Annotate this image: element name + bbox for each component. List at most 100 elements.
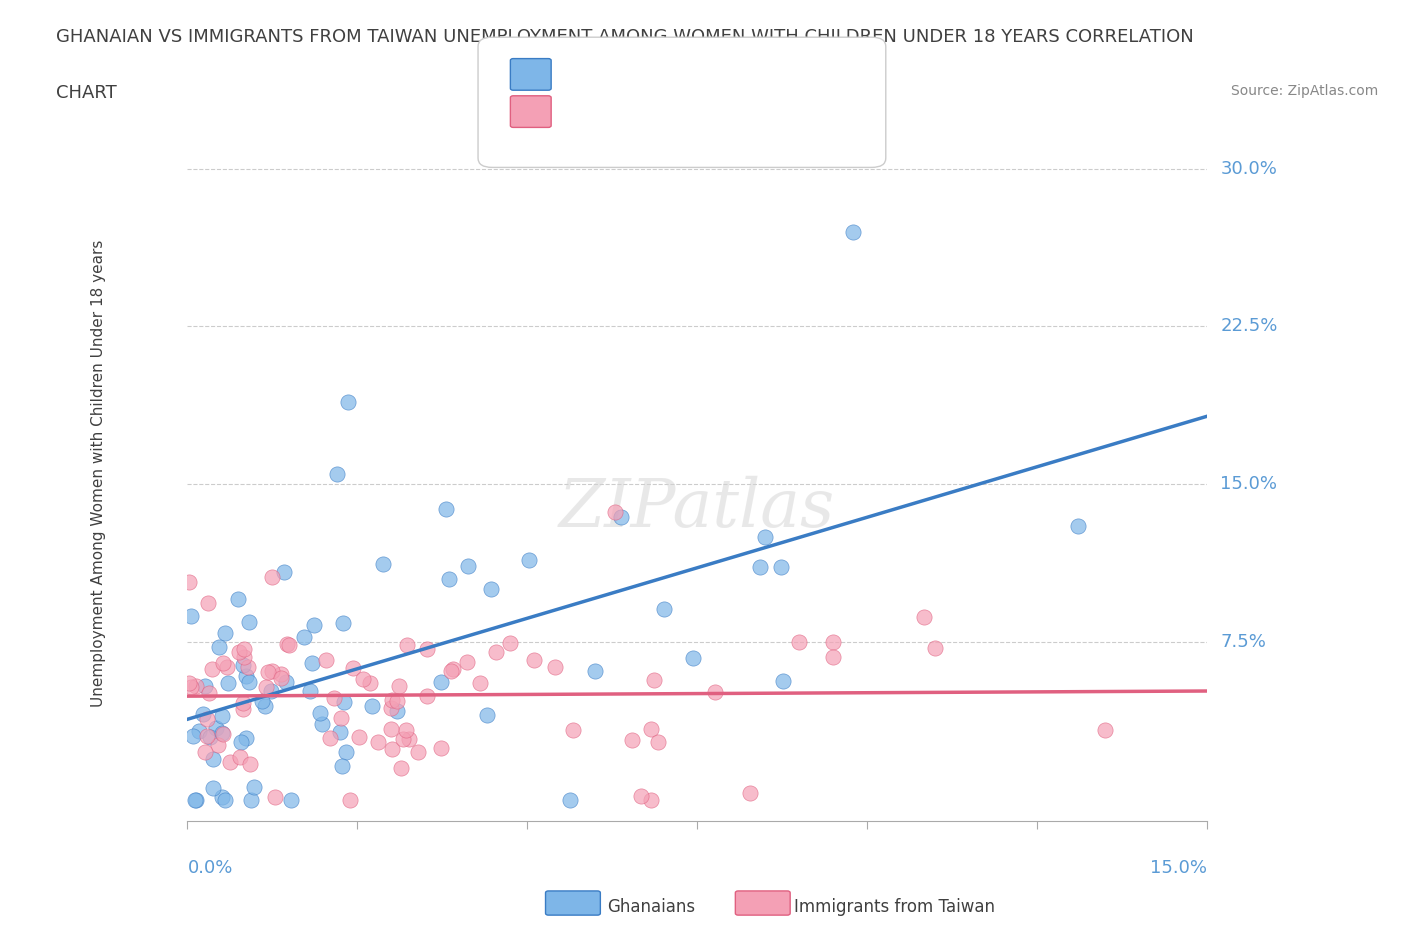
Point: [389, 760, 412, 775]
Point: [211, 790, 233, 804]
Point: [456, 655, 478, 670]
Point: [256, 664, 278, 679]
Point: [1066, 519, 1088, 534]
Text: 0.0%: 0.0%: [187, 858, 233, 877]
Point: [214, 625, 236, 640]
Point: [468, 675, 491, 690]
Point: [217, 675, 239, 690]
Point: [583, 663, 606, 678]
Point: [238, 675, 260, 690]
Point: [301, 656, 323, 671]
Point: [302, 618, 325, 632]
Point: [912, 610, 935, 625]
Point: [479, 581, 502, 596]
Point: [395, 723, 418, 737]
Point: [184, 678, 207, 693]
Point: [322, 691, 344, 706]
Point: [274, 675, 297, 690]
Point: [211, 726, 233, 741]
Point: [231, 735, 253, 750]
Point: [640, 721, 662, 736]
Point: [754, 529, 776, 544]
Point: [232, 701, 254, 716]
Point: [352, 671, 374, 686]
Point: [485, 644, 508, 659]
Text: 7.5%: 7.5%: [1220, 633, 1265, 651]
Point: [772, 673, 794, 688]
Point: [276, 636, 298, 651]
Point: [361, 698, 384, 713]
Point: [380, 722, 402, 737]
Point: [821, 649, 844, 664]
Point: [264, 790, 287, 804]
Point: [180, 679, 202, 694]
Point: [270, 671, 292, 685]
Point: [239, 792, 262, 807]
Point: [740, 786, 762, 801]
Text: 15.0%: 15.0%: [1150, 858, 1206, 877]
Point: [235, 731, 257, 746]
Point: [238, 615, 260, 630]
Point: [311, 716, 333, 731]
Point: [388, 678, 411, 693]
Point: [380, 700, 402, 715]
Point: [184, 792, 207, 807]
Point: [332, 694, 354, 709]
Point: [647, 735, 669, 750]
Point: [309, 705, 332, 720]
Point: [273, 565, 295, 579]
Point: [232, 696, 254, 711]
Point: [270, 667, 292, 682]
Point: [228, 591, 250, 606]
Point: [682, 650, 704, 665]
Point: [315, 653, 337, 668]
Point: [212, 656, 235, 671]
Point: [326, 466, 349, 481]
Point: [201, 661, 224, 676]
Point: [214, 792, 236, 807]
Point: [337, 394, 360, 409]
Point: [381, 692, 404, 707]
Point: [243, 779, 266, 794]
Text: 22.5%: 22.5%: [1220, 317, 1278, 336]
Point: [359, 675, 381, 690]
Point: [232, 658, 254, 672]
Point: [1094, 723, 1116, 737]
Point: [299, 684, 322, 698]
Point: [229, 750, 252, 764]
Point: [211, 708, 233, 723]
Point: [292, 630, 315, 644]
Point: [183, 728, 205, 743]
Point: [198, 685, 221, 700]
Point: [381, 741, 404, 756]
Point: [232, 650, 254, 665]
Point: [396, 638, 419, 653]
Point: [238, 660, 260, 675]
Point: [347, 729, 370, 744]
Point: [195, 711, 218, 726]
Point: [184, 792, 207, 807]
Text: 15.0%: 15.0%: [1220, 475, 1277, 493]
Point: [228, 644, 250, 659]
Point: [329, 724, 352, 739]
Point: [262, 664, 284, 679]
Point: [335, 745, 357, 760]
Point: [330, 711, 353, 725]
Point: [605, 504, 627, 519]
Point: [416, 642, 439, 657]
Point: [202, 751, 225, 766]
Point: [280, 792, 302, 807]
Point: [252, 694, 274, 709]
Text: Immigrants from Taiwan: Immigrants from Taiwan: [794, 897, 995, 916]
Point: [640, 792, 662, 807]
Point: [440, 663, 463, 678]
Point: [235, 669, 257, 684]
Point: [652, 602, 675, 617]
Text: CHART: CHART: [56, 84, 117, 101]
Point: [437, 572, 460, 587]
Point: [208, 640, 231, 655]
Point: [609, 510, 631, 525]
Point: [406, 744, 429, 759]
Point: [177, 575, 200, 590]
Point: [197, 729, 219, 744]
